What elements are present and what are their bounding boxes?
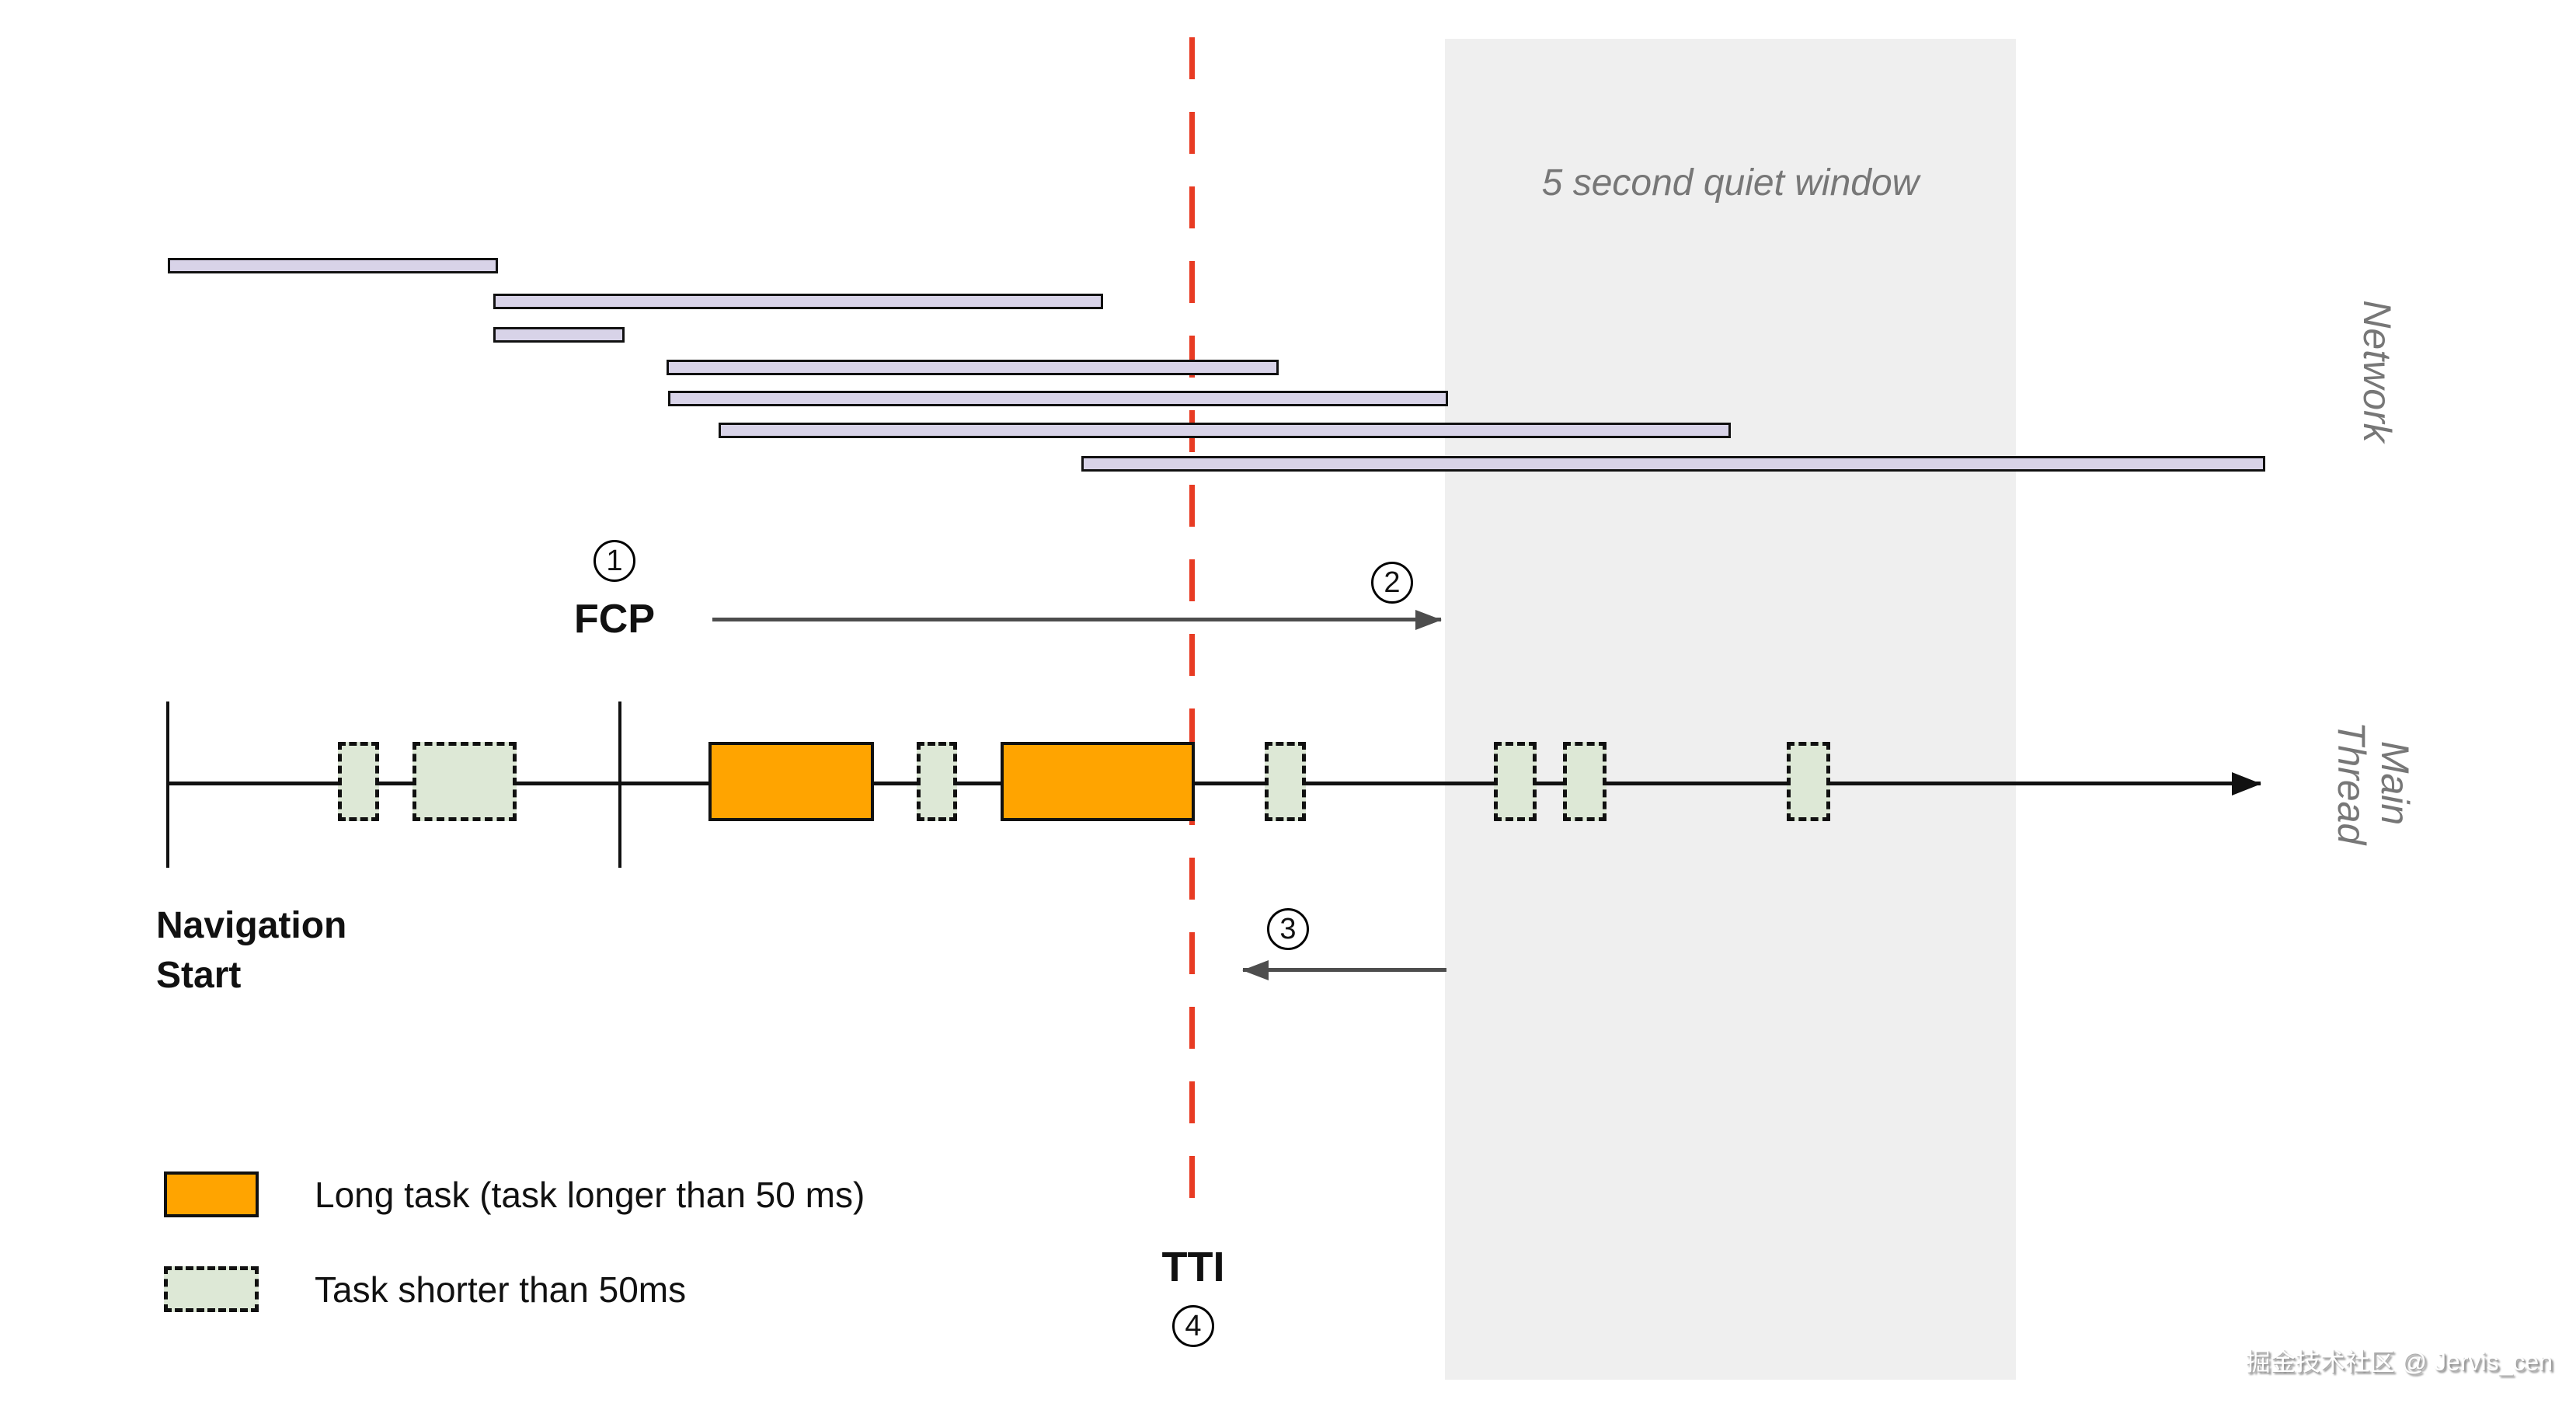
short-task-label: Task shorter than 50ms [315, 1269, 687, 1310]
network-request-bar [1081, 456, 2265, 472]
navigation-start-label: Navigation Start [156, 901, 346, 1001]
network-request-bar [168, 258, 498, 273]
long-task-swatch [164, 1171, 259, 1217]
main-thread-axis-label-line1: Main [2373, 740, 2417, 826]
main-thread-axis-label-line2: Thread [2330, 721, 2373, 845]
main-thread-tick [166, 702, 169, 868]
quiet-window-to-tti-arrow [1243, 968, 1446, 972]
short-task-swatch [164, 1266, 259, 1312]
main-thread-tick [618, 702, 621, 868]
marker-4-tti: 4 [1172, 1305, 1214, 1347]
navigation-start-line1: Navigation [156, 905, 347, 946]
short-task-block [1563, 742, 1607, 821]
network-request-bar [493, 327, 625, 343]
tti-dashed-line [1189, 37, 1195, 1215]
short-task-block [1494, 742, 1537, 821]
watermark: 掘金技术社区 @ Jervis_cen [2245, 1348, 2553, 1376]
marker-1-fcp: 1 [594, 540, 635, 582]
short-task-block [413, 742, 517, 821]
network-request-bar [667, 360, 1279, 375]
short-task-block [338, 742, 379, 821]
quiet-window-region: 5 second quiet window [1445, 39, 2016, 1380]
short-task-block [917, 742, 957, 821]
long-task-block [1001, 742, 1195, 821]
fcp-to-quiet-window-arrow [712, 618, 1441, 621]
marker-3-back-from-quiet-window: 3 [1267, 908, 1309, 950]
network-axis-label-text: Network [2355, 300, 2399, 443]
long-task-label: Long task (task longer than 50 ms) [315, 1174, 865, 1215]
short-task-block [1787, 742, 1830, 821]
legend-item-short-task: Task shorter than 50ms [164, 1266, 686, 1312]
navigation-start-line2: Start [156, 955, 242, 996]
marker-2-quiet-window-end: 2 [1371, 562, 1413, 604]
network-request-bar [719, 423, 1731, 438]
long-task-block [708, 742, 874, 821]
main-thread-timeline [168, 782, 2261, 785]
network-axis-label: Network [2355, 300, 2399, 442]
network-request-bar [493, 294, 1103, 309]
short-task-block [1265, 742, 1306, 821]
fcp-label: FCP [574, 597, 655, 642]
network-request-bar [668, 391, 1448, 406]
main-thread-axis-label: Main Thread [2330, 722, 2417, 844]
quiet-window-label: 5 second quiet window [1541, 162, 1920, 204]
tti-label: TTI [1161, 1244, 1225, 1290]
legend-item-long-task: Long task (task longer than 50 ms) [164, 1171, 865, 1217]
